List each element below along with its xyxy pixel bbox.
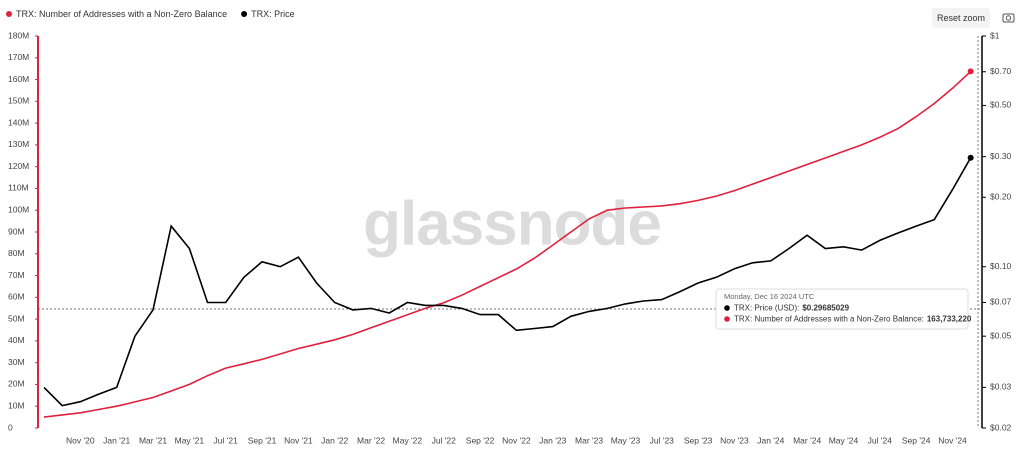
tooltip-label: TRX: Number of Addresses with a Non-Zero… — [734, 315, 924, 324]
x-tick-label: Sep '24 — [902, 435, 931, 445]
y-tick-label: 160M — [8, 74, 29, 84]
y2-tick-label: $0.05 — [990, 330, 1012, 340]
y2-tick-label: $0.02 — [990, 422, 1012, 432]
y-tick-label: 60M — [8, 292, 25, 302]
x-tick-label: Mar '24 — [793, 435, 821, 445]
tooltip-value: 163,733,220 — [927, 315, 972, 324]
series-line — [43, 157, 972, 407]
y-tick-label: 180M — [8, 30, 29, 40]
x-tick-label: Nov '24 — [938, 435, 967, 445]
x-tick-label: Jan '21 — [103, 435, 130, 445]
y2-tick-label: $0.70 — [990, 66, 1012, 76]
tooltip-dot — [724, 305, 730, 311]
x-tick-label: Jul '22 — [432, 435, 457, 445]
y2-tick-label: $0.50 — [990, 100, 1012, 110]
x-tick-label: Nov '21 — [284, 435, 313, 445]
x-tick-label: Jan '23 — [539, 435, 566, 445]
y-tick-label: 150M — [8, 96, 29, 106]
tooltip-dot — [724, 316, 730, 322]
x-tick-label: Jan '24 — [757, 435, 784, 445]
y-tick-label: 0 — [8, 422, 13, 432]
y-tick-label: 120M — [8, 161, 29, 171]
x-tick-label: Nov '23 — [720, 435, 749, 445]
camera-lens[interactable] — [1005, 15, 1012, 21]
y-tick-label: 70M — [8, 270, 25, 280]
x-tick-label: Mar '23 — [575, 435, 603, 445]
series-line — [43, 70, 972, 418]
tooltip-value: $0.29685029 — [802, 304, 849, 313]
last-point — [967, 68, 974, 75]
y-tick-label: 90M — [8, 226, 25, 236]
y-tick-label: 100M — [8, 204, 29, 214]
x-tick-label: Jul '23 — [650, 435, 675, 445]
x-tick-label: May '22 — [393, 435, 423, 445]
y2-tick-label: $0.20 — [990, 192, 1012, 202]
y2-tick-label: $1 — [990, 30, 1000, 40]
x-tick-label: May '21 — [175, 435, 205, 445]
y-tick-label: 30M — [8, 357, 25, 367]
y-tick-label: 140M — [8, 117, 29, 127]
tooltip: Monday, Dec 16 2024 UTC TRX: Price (USD):… — [715, 288, 972, 330]
x-tick-label: Sep '22 — [466, 435, 495, 445]
y2-tick-label: $0.03 — [990, 382, 1012, 392]
legend-dot — [241, 11, 248, 17]
y-tick-label: 130M — [8, 139, 29, 149]
x-tick-label: Mar '21 — [139, 435, 167, 445]
button-bg[interactable] — [932, 8, 990, 28]
x-tick-label: May '24 — [829, 435, 859, 445]
y-tick-label: 10M — [8, 400, 25, 410]
last-point — [967, 154, 974, 161]
x-tick-label: Sep '21 — [248, 435, 277, 445]
legend-label: TRX: Price — [251, 9, 295, 19]
y-tick-label: 80M — [8, 248, 25, 258]
watermark: glassnode — [363, 189, 661, 258]
tooltip-date: Monday, Dec 16 2024 UTC — [724, 292, 815, 301]
reset-zoom-button[interactable]: Reset zoom — [932, 8, 990, 28]
x-tick-label: May '23 — [611, 435, 641, 445]
tooltip-label: TRX: Price (USD): — [734, 304, 799, 313]
x-tick-label: Jul '21 — [214, 435, 239, 445]
camera-icon[interactable] — [1002, 13, 1015, 23]
x-tick-label: Jan '22 — [321, 435, 348, 445]
legend-dot — [6, 11, 12, 17]
x-tick-label: Sep '23 — [684, 435, 713, 445]
x-tick-label: Nov '22 — [502, 435, 531, 445]
y-tick-label: 110M — [8, 183, 29, 193]
tooltip-box — [715, 288, 969, 330]
button-label[interactable]: Reset zoom — [937, 13, 985, 23]
y-tick-label: 20M — [8, 379, 25, 389]
x-tick-label: Jul '24 — [868, 435, 893, 445]
y-tick-label: 170M — [8, 52, 29, 62]
y2-tick-label: $0.07 — [990, 297, 1012, 307]
y-tick-label: 40M — [8, 335, 25, 345]
y2-tick-label: $0.30 — [990, 151, 1012, 161]
y-tick-label: 50M — [8, 313, 25, 323]
x-tick-label: Mar '22 — [357, 435, 385, 445]
y2-tick-label: $0.10 — [990, 261, 1012, 271]
legend-label: TRX: Number of Addresses with a Non-Zero… — [16, 9, 227, 19]
x-tick-label: Nov '20 — [66, 435, 95, 445]
camera-body[interactable] — [1002, 13, 1015, 23]
